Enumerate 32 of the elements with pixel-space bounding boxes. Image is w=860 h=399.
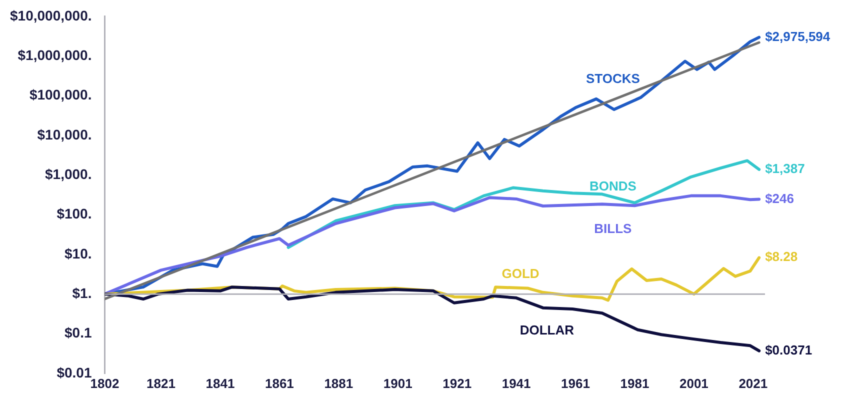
data-label: $1,387 (765, 161, 805, 176)
y-tick-label: $10,000,000. (10, 7, 92, 24)
y-tick-label: $0.1 (64, 324, 92, 341)
x-tick-label: 1901 (383, 376, 412, 391)
x-tick-label: 1802 (90, 376, 120, 391)
y-tick-label: $10,000. (37, 126, 92, 142)
x-tick-label: 2021 (738, 376, 768, 391)
x-tick-label: 1921 (442, 376, 472, 391)
data-label: $8.28 (765, 249, 798, 264)
x-tick-label: 1841 (206, 376, 235, 391)
y-tick-label: $1. (72, 284, 92, 301)
x-tick-label: 1821 (146, 376, 176, 391)
series-label: STOCKS (586, 71, 640, 86)
data-label: $2,975,594 (765, 28, 831, 44)
x-tick-label: 2001 (679, 376, 708, 391)
series-label: DOLLAR (520, 322, 575, 338)
y-tick-label: $1,000. (45, 166, 92, 182)
y-tick-label: $1,000,000. (18, 46, 92, 63)
y-tick-label: $100,000. (29, 86, 92, 103)
y-tick-label: $0.01 (56, 364, 92, 380)
x-tick-label: 1961 (561, 376, 590, 391)
x-tick-label: 1861 (264, 376, 294, 391)
data-label: $246 (765, 190, 794, 206)
series-label: BILLS (594, 221, 632, 236)
series-label: GOLD (502, 266, 540, 282)
x-tick-label: 1981 (620, 376, 650, 391)
y-tick-label: $100. (56, 206, 92, 222)
y-tick-label: $10. (64, 245, 92, 262)
data-label: $0.0371 (765, 342, 812, 358)
series-label: BONDS (589, 178, 637, 194)
x-tick-label: 1941 (502, 376, 531, 391)
x-tick-label: 1881 (324, 376, 354, 391)
